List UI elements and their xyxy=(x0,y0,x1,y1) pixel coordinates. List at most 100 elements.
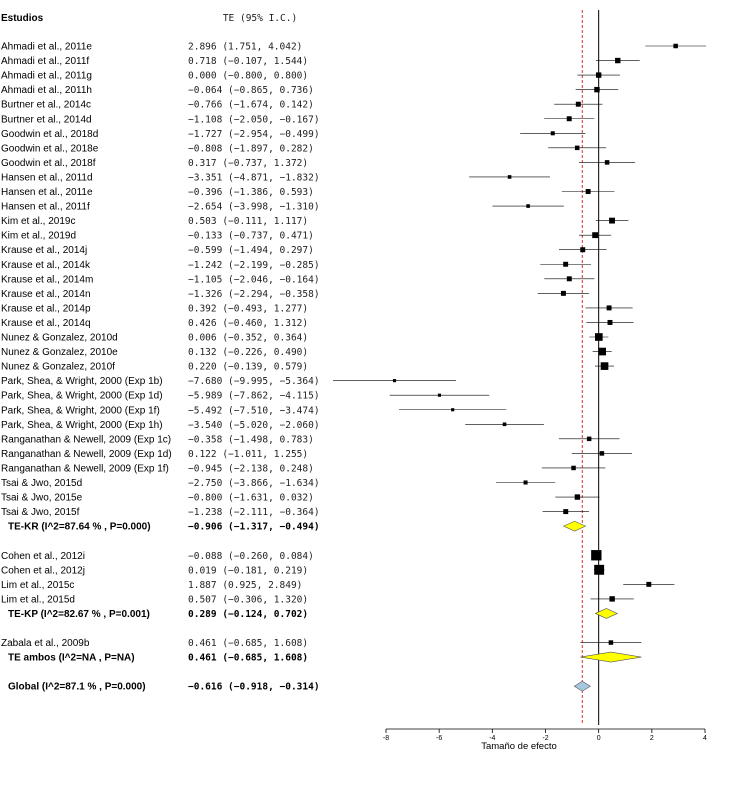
study-label-ranganathan-newell-2009-exp-1d: Ranganathan & Newell, 2009 (Exp 1d) xyxy=(1,449,172,460)
effect-marker-cohen-et-al-2012i xyxy=(591,550,602,561)
study-estimate-text-krause-et-al-2014p: 0.392 (−0.493, 1.277) xyxy=(188,303,308,314)
effect-marker-goodwin-et-al-2018e xyxy=(574,145,580,151)
study-estimate-text-cohen-et-al-2012i: −0.088 (−0.260, 0.084) xyxy=(188,551,314,562)
study-estimate-text-krause-et-al-2014m: −1.105 (−2.046, −0.164) xyxy=(188,274,320,285)
study-label-goodwin-et-al-2018e: Goodwin et al., 2018e xyxy=(1,143,99,154)
study-estimate-text-krause-et-al-2014q: 0.426 (−0.460, 1.312) xyxy=(188,318,308,329)
study-estimate-text-ranganathan-newell-2009-exp-1d: 0.122 (−1.011, 1.255) xyxy=(188,449,308,460)
x-tick-label: -4 xyxy=(489,735,495,742)
study-estimate-text-goodwin-et-al-2018d: −1.727 (−2.954, −0.499) xyxy=(188,129,320,140)
study-label-kim-et-al-2019c: Kim et al., 2019c xyxy=(1,216,75,227)
summary-label-te-kr-i-2-87-64-p-0-000: TE-KR (I^2=87.64 % , P=0.000) xyxy=(8,522,151,533)
study-label-ranganathan-newell-2009-exp-1f: Ranganathan & Newell, 2009 (Exp 1f) xyxy=(1,463,169,474)
study-label-hansen-et-al-2011f: Hansen et al., 2011f xyxy=(1,202,90,213)
effect-marker-goodwin-et-al-2018d xyxy=(550,131,555,136)
study-estimate-text-hansen-et-al-2011d: −3.351 (−4.871, −1.832) xyxy=(188,172,320,183)
study-label-kim-et-al-2019d: Kim et al., 2019d xyxy=(1,231,76,242)
effect-marker-ahmadi-et-al-2011h xyxy=(594,86,600,93)
study-label-lim-et-al-2015d: Lim et al., 2015d xyxy=(1,594,75,605)
study-label-ranganathan-newell-2009-exp-1c: Ranganathan & Newell, 2009 (Exp 1c) xyxy=(1,434,171,445)
summary-label-te-ambos-i-2-na-p-na: TE ambos (I^2=NA , P=NA) xyxy=(8,653,135,664)
effect-marker-goodwin-et-al-2018f xyxy=(604,160,610,165)
study-label-park-shea-wright-2000-exp-1h: Park, Shea, & Wright, 2000 (Exp 1h) xyxy=(1,420,163,431)
effect-marker-hansen-et-al-2011d xyxy=(507,175,512,179)
effect-marker-tsai-jwo-2015e xyxy=(574,494,581,500)
effect-marker-lim-et-al-2015c xyxy=(646,581,652,587)
x-tick-label: -2 xyxy=(542,735,548,742)
x-axis-label: Tamaño de efecto xyxy=(481,741,557,752)
study-estimate-text-hansen-et-al-2011f: −2.654 (−3.998, −1.310) xyxy=(188,202,320,213)
study-estimate-text-park-shea-wright-2000-exp-1d: −5.989 (−7.862, −4.115) xyxy=(188,391,320,402)
study-label-hansen-et-al-2011e: Hansen et al., 2011e xyxy=(1,187,93,198)
study-estimate-text-krause-et-al-2014j: −0.599 (−1.494, 0.297) xyxy=(188,245,314,256)
summary-estimate-text-te-kr-i-2-87-64-p-0-000: −0.906 (−1.317, −0.494) xyxy=(188,522,320,533)
study-estimate-text-kim-et-al-2019c: 0.503 (−0.111, 1.117) xyxy=(188,216,308,227)
study-estimate-text-ahmadi-et-al-2011f: 0.718 (−0.107, 1.544) xyxy=(188,56,308,67)
x-axis: -8 -6 -4 -2 0 2 4 xyxy=(383,728,707,742)
study-estimate-text-tsai-jwo-2015f: −1.238 (−2.111, −0.364) xyxy=(188,507,320,518)
study-label-nunez-gonzalez-2010d: Nunez & Gonzalez, 2010d xyxy=(1,333,118,344)
effect-marker-hansen-et-al-2011e xyxy=(585,189,591,194)
study-label-krause-et-al-2014m: Krause et al., 2014m xyxy=(1,274,93,285)
study-label-zabala-et-al-2009b: Zabala et al., 2009b xyxy=(1,638,90,649)
study-estimate-text-ranganathan-newell-2009-exp-1c: −0.358 (−1.498, 0.783) xyxy=(188,434,314,445)
effect-marker-cohen-et-al-2012j xyxy=(594,564,605,575)
effect-marker-krause-et-al-2014j xyxy=(580,247,586,253)
summary-diamond-te-kp-i-2-82-67-p-0-001 xyxy=(594,608,619,619)
study-label-nunez-gonzalez-2010e: Nunez & Gonzalez, 2010e xyxy=(1,347,118,358)
effect-marker-kim-et-al-2019d xyxy=(592,232,599,239)
effect-marker-ranganathan-newell-2009-exp-1d xyxy=(599,451,605,456)
study-estimate-text-lim-et-al-2015c: 1.887 (0.925, 2.849) xyxy=(188,580,302,591)
study-label-krause-et-al-2014n: Krause et al., 2014n xyxy=(1,289,91,300)
study-estimate-text-ahmadi-et-al-2011e: 2.896 (1.751, 4.042) xyxy=(188,42,302,53)
study-estimate-text-nunez-gonzalez-2010d: 0.006 (−0.352, 0.364) xyxy=(188,333,308,344)
study-estimate-text-goodwin-et-al-2018f: 0.317 (−0.737, 1.372) xyxy=(188,158,308,169)
effect-marker-hansen-et-al-2011f xyxy=(526,204,530,208)
study-estimate-text-park-shea-wright-2000-exp-1b: −7.680 (−9.995, −5.364) xyxy=(188,376,320,387)
effect-marker-burtner-et-al-2014c xyxy=(575,101,581,107)
x-tick-label: 4 xyxy=(703,735,707,742)
study-label-krause-et-al-2014k: Krause et al., 2014k xyxy=(1,260,91,271)
study-label-park-shea-wright-2000-exp-1d: Park, Shea, & Wright, 2000 (Exp 1d) xyxy=(1,391,163,402)
summary-diamond-te-ambos-i-2-na-p-na xyxy=(580,651,642,663)
study-label-burtner-et-al-2014d: Burtner et al., 2014d xyxy=(1,114,92,125)
effect-marker-ahmadi-et-al-2011g xyxy=(595,72,602,78)
effect-marker-krause-et-al-2014q xyxy=(607,319,613,325)
study-label-cohen-et-al-2012j: Cohen et al., 2012j xyxy=(1,565,85,576)
effect-marker-nunez-gonzalez-2010f xyxy=(600,362,609,370)
effect-marker-tsai-jwo-2015d xyxy=(523,480,528,485)
study-label-krause-et-al-2014q: Krause et al., 2014q xyxy=(1,318,91,329)
study-estimate-text-burtner-et-al-2014c: −0.766 (−1.674, 0.142) xyxy=(188,100,314,111)
effect-marker-krause-et-al-2014m xyxy=(566,276,572,282)
study-estimate-text-tsai-jwo-2015e: −0.800 (−1.631, 0.032) xyxy=(188,493,314,504)
study-label-tsai-jwo-2015d: Tsai & Jwo, 2015d xyxy=(1,478,82,489)
effect-marker-lim-et-al-2015d xyxy=(609,596,615,602)
effect-marker-park-shea-wright-2000-exp-1h xyxy=(502,422,507,427)
study-label-goodwin-et-al-2018d: Goodwin et al., 2018d xyxy=(1,129,98,140)
study-label-krause-et-al-2014j: Krause et al., 2014j xyxy=(1,245,87,256)
study-estimate-text-cohen-et-al-2012j: 0.019 (−0.181, 0.219) xyxy=(188,565,308,576)
study-estimate-text-nunez-gonzalez-2010f: 0.220 (−0.139, 0.579) xyxy=(188,362,308,373)
x-tick-label: 0 xyxy=(597,735,601,742)
study-label-ahmadi-et-al-2011g: Ahmadi et al., 2011g xyxy=(1,71,92,82)
study-estimate-text-ahmadi-et-al-2011g: 0.000 (−0.800, 0.800) xyxy=(188,71,308,82)
summary-estimate-text-global-i-2-87-1-p-0-000: −0.616 (−0.918, −0.314) xyxy=(188,682,320,693)
effect-marker-park-shea-wright-2000-exp-1b xyxy=(392,379,397,383)
summary-estimate-text-te-ambos-i-2-na-p-na: 0.461 (−0.685, 1.608) xyxy=(188,653,308,664)
summary-diamond-global-i-2-87-1-p-0-000 xyxy=(573,680,591,692)
study-label-nunez-gonzalez-2010f: Nunez & Gonzalez, 2010f xyxy=(1,362,115,373)
effect-marker-tsai-jwo-2015f xyxy=(563,509,569,515)
effect-marker-ahmadi-et-al-2011e xyxy=(673,43,678,49)
study-label-ahmadi-et-al-2011h: Ahmadi et al., 2011h xyxy=(1,85,92,96)
effect-marker-krause-et-al-2014n xyxy=(560,290,566,296)
effect-marker-nunez-gonzalez-2010d xyxy=(595,333,603,341)
study-label-park-shea-wright-2000-exp-1b: Park, Shea, & Wright, 2000 (Exp 1b) xyxy=(1,376,163,387)
x-tick-label: 2 xyxy=(650,735,654,742)
study-label-goodwin-et-al-2018f: Goodwin et al., 2018f xyxy=(1,158,96,169)
x-tick-label: -8 xyxy=(383,735,389,742)
study-estimate-text-goodwin-et-al-2018e: −0.808 (−1.897, 0.282) xyxy=(188,143,314,154)
x-tick-label: -6 xyxy=(436,735,442,742)
study-estimate-text-nunez-gonzalez-2010e: 0.132 (−0.226, 0.490) xyxy=(188,347,308,358)
summary-estimate-text-te-kp-i-2-82-67-p-0-001: 0.289 (−0.124, 0.702) xyxy=(188,609,308,620)
